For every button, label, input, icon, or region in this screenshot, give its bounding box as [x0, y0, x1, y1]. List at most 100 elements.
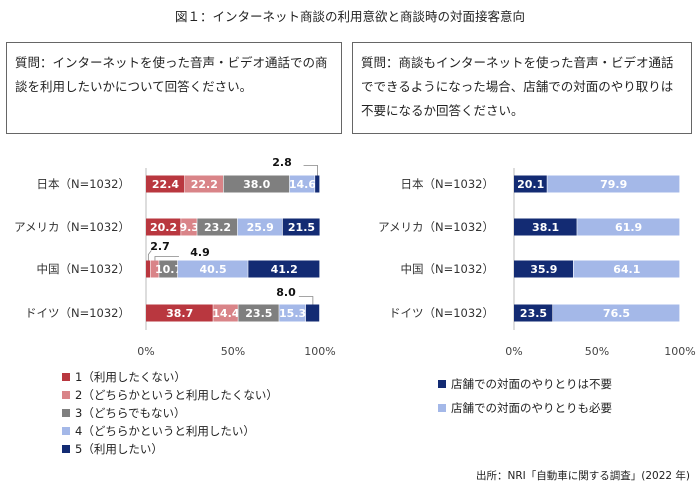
- data-label: 14.4: [212, 307, 239, 320]
- data-label: 4.9: [190, 246, 210, 259]
- bar-segment: [150, 260, 159, 278]
- data-label: 79.9: [600, 178, 627, 191]
- bar-segment: [159, 260, 178, 278]
- data-label: 22.4: [152, 178, 179, 191]
- data-label: 23.5: [245, 307, 272, 320]
- category-label: 中国（N=1032）: [36, 262, 130, 276]
- data-label: 23.2: [204, 221, 231, 234]
- category-label: アメリカ（N=1032）: [14, 220, 130, 234]
- data-label: 20.1: [517, 178, 544, 191]
- bar-segment: [237, 218, 283, 236]
- data-label: 14.6: [289, 178, 316, 191]
- legend-item: 店舗での対面のやりとりも必要: [438, 396, 612, 420]
- bar-segment: [279, 304, 306, 322]
- bar-segment: [146, 260, 151, 278]
- legend-usage-intention: 1（利用したくない） 2（どちらかというと利用したくない） 3（どちらでもない） 4（…: [62, 368, 278, 458]
- figure-title: 図１：インターネット商談の利用意欲と商談時の対面接客意向: [174, 9, 525, 24]
- data-label: 38.7: [166, 307, 193, 320]
- bar-segment: [282, 218, 320, 236]
- data-label: 22.2: [191, 178, 218, 191]
- legend-swatch: [62, 373, 70, 381]
- bar-segment: [553, 304, 680, 322]
- legend-item: 3（どちらでもない）: [62, 404, 278, 422]
- legend-swatch: [62, 445, 70, 453]
- category-label: アメリカ（N=1032）: [378, 220, 494, 234]
- category-label: 中国（N=1032）: [400, 262, 494, 276]
- legend-item: 1（利用したくない）: [62, 368, 278, 386]
- bar-segment: [547, 175, 680, 193]
- bar-segment: [514, 175, 547, 193]
- data-label: 8.0: [276, 286, 296, 299]
- question-box-right: 質問：商談もインターネットを使った音声・ビデオ通話でできるようになった場合、店舗…: [352, 42, 692, 134]
- bar-segment: [184, 175, 224, 193]
- legend-label: 5（利用したい）: [75, 442, 163, 456]
- data-label: 40.5: [200, 263, 227, 276]
- legend-label: 店舗での対面のやりとりは不要: [451, 377, 612, 391]
- legend-item: 店舗での対面のやりとりは不要: [438, 372, 612, 396]
- source-note: 出所：NRI「自動車に関する調査」(2022 年): [476, 470, 690, 482]
- bar-segment: [514, 218, 577, 236]
- bar-segment: [146, 304, 213, 322]
- x-tick-label: 50%: [221, 345, 245, 358]
- question-box-left: 質問：インターネットを使った音声・ビデオ通話での商談を利用したいかについて回答く…: [6, 42, 342, 134]
- bar-segment: [573, 260, 680, 278]
- data-label: 21.5: [288, 221, 315, 234]
- data-label: 20.2: [150, 221, 177, 234]
- data-label: 38.0: [243, 178, 270, 191]
- bar-segment: [514, 260, 573, 278]
- x-tick-label: 100%: [664, 345, 695, 358]
- data-label-leader: [303, 165, 318, 176]
- legend-swatch: [438, 380, 446, 388]
- bar-segment: [315, 175, 320, 193]
- bar-segment: [213, 304, 238, 322]
- legend-swatch: [62, 427, 70, 435]
- data-label: 2.8: [272, 156, 292, 169]
- category-label: ドイツ（N=1032）: [389, 306, 494, 320]
- bar-segment: [248, 260, 320, 278]
- legend-label: 2（どちらかというと利用したくない）: [75, 388, 278, 402]
- category-label: ドイツ（N=1032）: [25, 306, 130, 320]
- data-label: 9.3: [179, 221, 199, 234]
- legend-swatch: [438, 404, 446, 412]
- data-label: 25.9: [247, 221, 274, 234]
- data-label: 64.1: [613, 263, 640, 276]
- legend-label: 4（どちらかというと利用したい）: [75, 424, 255, 438]
- data-label-leader: [147, 250, 152, 261]
- legend-label: 店舗での対面のやりとりも必要: [451, 401, 612, 415]
- category-label: 日本（N=1032）: [400, 177, 494, 191]
- bar-segment: [223, 175, 290, 193]
- legend-label: 1（利用したくない）: [75, 370, 186, 384]
- bar-segment: [514, 304, 553, 322]
- legend-item: 2（どちらかというと利用したくない）: [62, 386, 278, 404]
- bar-segment: [181, 218, 197, 236]
- data-label: 41.2: [271, 263, 298, 276]
- data-label: 38.1: [532, 221, 559, 234]
- bar-segment: [289, 175, 315, 193]
- bar-segment: [305, 304, 320, 322]
- question-left-text: 質問：インターネットを使った音声・ビデオ通話での商談を利用したいかについて回答く…: [15, 55, 328, 94]
- data-label: 23.5: [520, 307, 547, 320]
- data-label: 2.7: [150, 240, 170, 253]
- legend-swatch: [62, 391, 70, 399]
- legend-swatch: [62, 409, 70, 417]
- data-label: 10.7: [155, 263, 182, 276]
- data-label: 15.3: [279, 307, 306, 320]
- bar-segment: [197, 218, 238, 236]
- x-tick-label: 100%: [304, 345, 335, 358]
- bar-segment: [146, 175, 185, 193]
- legend-label: 3（どちらでもない）: [75, 406, 186, 420]
- data-label-leader: [298, 296, 314, 305]
- legend-item: 5（利用したい）: [62, 440, 278, 458]
- x-tick-label: 0%: [137, 345, 154, 358]
- bar-segment: [577, 218, 680, 236]
- x-tick-label: 50%: [585, 345, 609, 358]
- data-label: 76.5: [603, 307, 630, 320]
- question-right-text: 質問：商談もインターネットを使った音声・ビデオ通話でできるようになった場合、店舗…: [361, 55, 674, 118]
- bar-segment: [146, 218, 181, 236]
- data-label: 61.9: [615, 221, 642, 234]
- legend-item: 4（どちらかというと利用したい）: [62, 422, 278, 440]
- legend-face-to-face-need: 店舗での対面のやりとりは不要 店舗での対面のやりとりも必要: [438, 372, 612, 420]
- category-label: 日本（N=1032）: [36, 177, 130, 191]
